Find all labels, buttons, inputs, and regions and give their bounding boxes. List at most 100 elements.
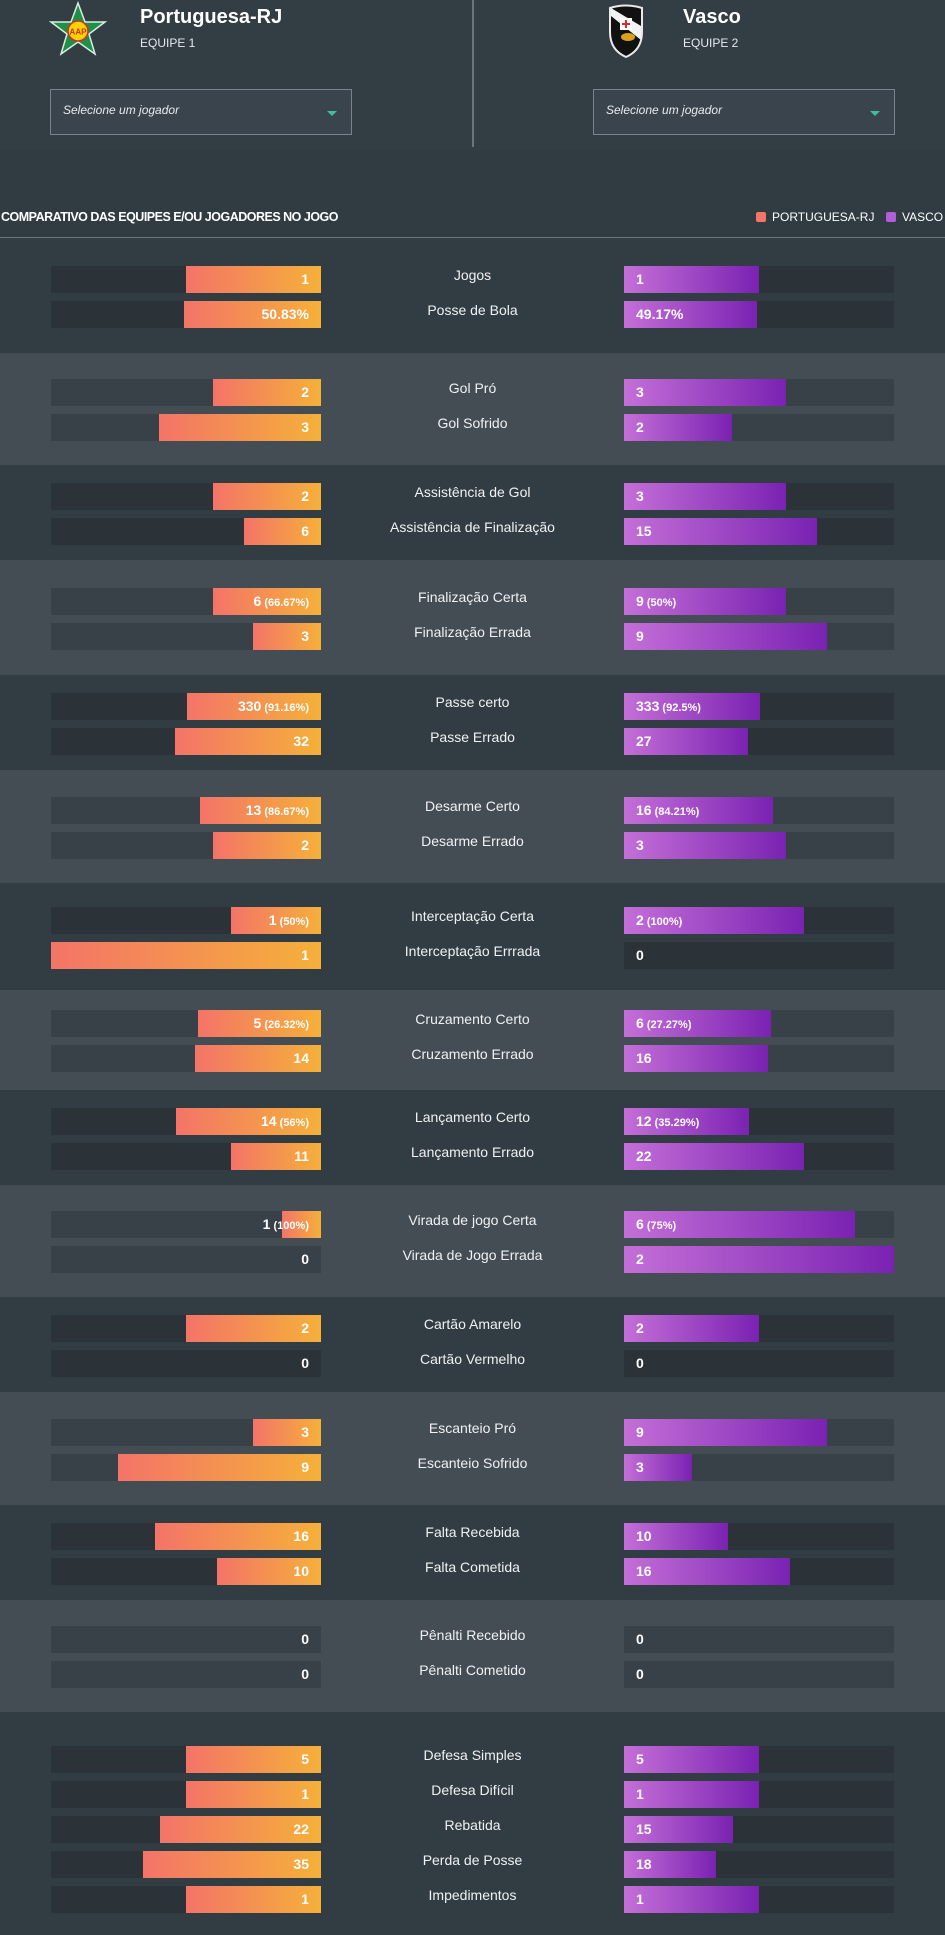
stat-row: 2 Gol Pró 3 <box>0 379 945 406</box>
stat-label: Cartão Vermelho <box>419 1351 526 1367</box>
team-2-bar <box>624 1558 790 1585</box>
stat-row: 6 (66.67%) Finalização Certa 9 (50%) <box>0 588 945 615</box>
right-value: 12 (35.29%) <box>636 1113 699 1129</box>
team-2-bar-track: 1 <box>624 266 894 293</box>
left-value-number: 1 <box>301 947 309 963</box>
team-2-bar <box>624 623 827 650</box>
team-2-bar <box>624 1211 855 1238</box>
team-1-bar-track: 2 <box>51 379 321 406</box>
team-2-bar <box>624 1419 827 1446</box>
right-value-number: 6 <box>636 1015 644 1031</box>
team-2-bar-track: 16 <box>624 1558 894 1585</box>
right-value-number: 2 <box>636 1320 644 1336</box>
left-value-percent: (50%) <box>276 916 309 928</box>
team-2-bar-track: 2 (100%) <box>624 907 894 934</box>
right-value-number: 9 <box>636 628 644 644</box>
team-1-name: Portuguesa-RJ <box>140 6 283 28</box>
left-value: 0 <box>301 1666 309 1682</box>
left-value: 16 <box>293 1528 309 1544</box>
left-value: 14 <box>293 1050 309 1066</box>
left-value: 13 (86.67%) <box>246 802 309 818</box>
right-value: 1 <box>636 1786 644 1802</box>
stat-label: Gol Sofrido <box>437 415 508 431</box>
team-1-bar <box>143 1851 321 1878</box>
team-2-bar-track: 16 (84.21%) <box>624 797 894 824</box>
left-value-number: 330 <box>237 698 262 714</box>
team-1-player-select[interactable]: Selecione um jogador <box>50 89 352 135</box>
left-value: 1 (100%) <box>263 1216 309 1232</box>
right-value: 15 <box>636 1821 652 1837</box>
team-1-bar <box>176 1108 321 1135</box>
right-value-number: 18 <box>636 1856 652 1872</box>
stat-row: 10 Falta Cometida 16 <box>0 1558 945 1585</box>
team-2-bar <box>624 907 804 934</box>
stat-row: 14 Cruzamento Errado 16 <box>0 1045 945 1072</box>
right-value: 6 (75%) <box>636 1216 676 1232</box>
team-1-bar-track: 1 <box>51 1781 321 1808</box>
stat-label: Pênalti Cometido <box>419 1662 526 1678</box>
stat-label: Virada de Jogo Errada <box>402 1247 543 1263</box>
left-value-number: 5 <box>301 1751 309 1767</box>
left-value-percent: (56%) <box>276 1117 309 1129</box>
right-value-number: 0 <box>636 1666 644 1682</box>
right-value-number: 12 <box>636 1113 652 1129</box>
stat-row: 0 Cartão Vermelho 0 <box>0 1350 945 1377</box>
right-value-percent: (100%) <box>643 916 683 928</box>
left-value: 9 <box>301 1459 309 1475</box>
left-value-number: 32 <box>293 733 309 749</box>
right-value: 1 <box>636 271 644 287</box>
left-value: 2 <box>301 384 309 400</box>
stat-row: 2 Desarme Errado 3 <box>0 832 945 859</box>
left-value: 5 (26.32%) <box>254 1015 310 1031</box>
left-value-number: 9 <box>301 1459 309 1475</box>
right-value: 2 <box>636 419 644 435</box>
right-value-number: 333 <box>636 698 660 714</box>
stat-row: 13 (86.67%) Desarme Certo 16 (84.21%) <box>0 797 945 824</box>
left-value-number: 5 <box>253 1015 262 1031</box>
right-value: 3 <box>636 488 644 504</box>
stat-row: 1 Impedimentos 1 <box>0 1886 945 1913</box>
team-2-bar <box>624 518 817 545</box>
team-1-bar <box>186 1315 321 1342</box>
team-2-bar <box>624 266 759 293</box>
team-2-player-select[interactable]: Selecione um jogador <box>593 89 895 135</box>
right-value-number: 0 <box>636 947 644 963</box>
stat-row: 16 Falta Recebida 10 <box>0 1523 945 1550</box>
right-value: 22 <box>636 1148 652 1164</box>
stat-label: Interceptação Errrada <box>404 943 541 959</box>
vasco-crest-icon <box>609 4 643 59</box>
stat-group: 2 Assistência de Gol 3 6 Assistência de Fina… <box>0 465 945 560</box>
left-value: 14 (56%) <box>261 1113 309 1129</box>
team-2-bar <box>624 1886 759 1913</box>
team-2-bar <box>624 483 786 510</box>
team-2-bar-track: 3 <box>624 832 894 859</box>
right-value: 0 <box>636 1355 644 1371</box>
team-1-bar <box>118 1454 321 1481</box>
stat-label: Escanteio Pró <box>428 1420 517 1436</box>
stat-row: 0 Pênalti Cometido 0 <box>0 1661 945 1688</box>
stat-label: Cruzamento Certo <box>415 1011 530 1027</box>
stat-label: Posse de Bola <box>427 302 518 318</box>
left-value-number: 14 <box>293 1050 309 1066</box>
team-2-bar <box>624 1781 759 1808</box>
stat-group: 13 (86.67%) Desarme Certo 16 (84.21%) 2 Desa… <box>0 770 945 883</box>
stat-group: 5 (26.32%) Cruzamento Certo 6 (27.27%) 14 Cr… <box>0 990 945 1090</box>
stat-group: 1 (100%) Virada de jogo Certa 6 (75%) 0 Vira… <box>0 1185 945 1297</box>
stat-row: 35 Perda de Posse 18 <box>0 1851 945 1878</box>
stat-row: 2 Cartão Amarelo 2 <box>0 1315 945 1342</box>
right-value: 18 <box>636 1856 652 1872</box>
team-1-bar-track: 0 <box>51 1350 321 1377</box>
team-1-bar <box>186 1781 321 1808</box>
team-1-bar <box>231 907 321 934</box>
team-1-bar-track: 3 <box>51 414 321 441</box>
left-value: 2 <box>301 488 309 504</box>
right-value-number: 3 <box>636 384 644 400</box>
stat-label: Passe certo <box>435 694 510 710</box>
left-value: 22 <box>293 1821 309 1837</box>
left-value-number: 2 <box>301 488 309 504</box>
left-value: 3 <box>301 1424 309 1440</box>
right-value-number: 1 <box>636 1786 644 1802</box>
stat-row: 2 Assistência de Gol 3 <box>0 483 945 510</box>
right-value-number: 2 <box>636 419 644 435</box>
team-1-bar-track: 11 <box>51 1143 321 1170</box>
